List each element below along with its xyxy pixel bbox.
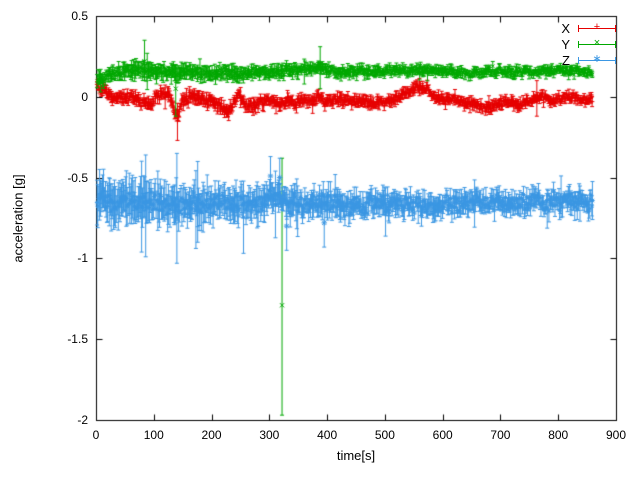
- legend-sample-y: ×: [578, 36, 616, 51]
- y-tick-label: 0.5: [71, 9, 88, 23]
- x-tick-label: 100: [143, 428, 164, 442]
- x-tick-label: 300: [259, 428, 280, 442]
- legend-marker-icon: +: [593, 20, 601, 33]
- x-tick-label: 400: [317, 428, 338, 442]
- y-tick-label: -0.5: [67, 170, 88, 185]
- x-tick-label: 900: [605, 428, 627, 442]
- x-tick-label: 800: [548, 428, 569, 442]
- legend-item-y: Y ×: [561, 36, 616, 52]
- legend-label: X: [561, 20, 570, 36]
- x-tick-label: 0: [92, 428, 100, 442]
- x-tick-label: 200: [201, 428, 222, 442]
- y-tick-label: -2: [77, 413, 88, 427]
- x-tick-label: 700: [490, 428, 511, 442]
- legend-marker-icon: ∗: [592, 52, 602, 65]
- legend-item-x: X +: [561, 20, 616, 36]
- legend-label: Z: [562, 52, 570, 68]
- y-tick-label: -1: [77, 251, 88, 266]
- legend-sample-z: ∗: [578, 52, 616, 67]
- legend-label: Y: [561, 36, 570, 52]
- x-tick-label: 600: [432, 428, 453, 442]
- legend-sample-x: +: [578, 20, 616, 35]
- legend: X + Y × Z ∗: [561, 20, 616, 68]
- x-tick-label: 500: [374, 428, 395, 442]
- x-axis-label: time[s]: [336, 448, 376, 463]
- y-tick-label: -1.5: [67, 332, 88, 347]
- legend-item-z: Z ∗: [561, 52, 616, 68]
- y-tick-label: 0: [81, 89, 88, 104]
- y-axis-label: acceleration [g]: [10, 174, 26, 263]
- legend-marker-icon: ×: [593, 36, 601, 49]
